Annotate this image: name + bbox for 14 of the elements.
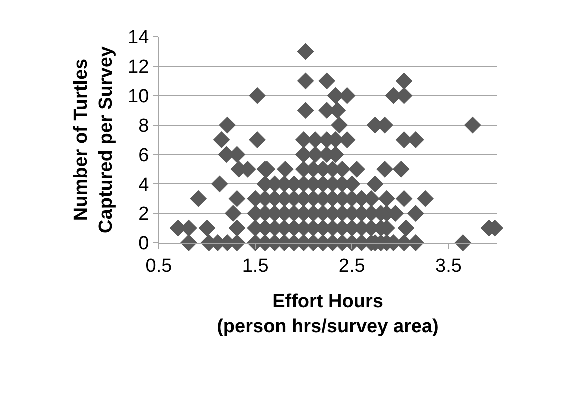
x-tick-label: 1.5	[242, 256, 269, 277]
y-tick-label: 8	[138, 116, 150, 137]
y-tick-label: 4	[138, 174, 150, 196]
x-tick-label: 2.5	[338, 256, 366, 277]
x-tick-label: 3.5	[436, 256, 462, 277]
x-tick-label: 0.5	[146, 256, 172, 277]
y-tick-label: 0	[138, 234, 150, 255]
y-tick-label: 12	[128, 57, 150, 78]
y-tick-label: 2	[138, 204, 150, 226]
x-axis-title: Effort Hours (person hrs/survey area)	[217, 292, 439, 338]
y-tick-label: 6	[138, 145, 150, 166]
y-tick-label: 10	[128, 86, 150, 108]
y-axis-title: Number of Turtles Captured per Survey	[71, 46, 117, 234]
y-tick-label: 14	[128, 28, 150, 49]
